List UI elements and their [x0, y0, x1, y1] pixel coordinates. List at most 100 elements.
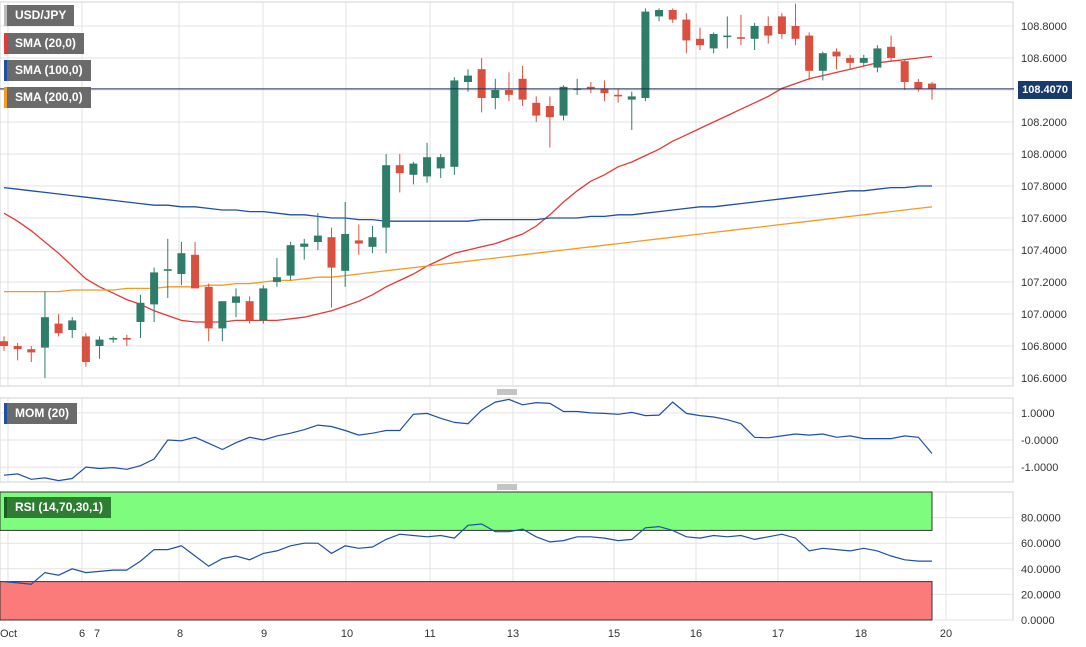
rsi-tick-label: 60.0000 [1021, 538, 1061, 550]
candle-body [764, 26, 773, 36]
candle-body [354, 240, 363, 244]
candle-body [218, 301, 227, 329]
candle-body [859, 58, 868, 63]
price-tick-label: 106.8000 [1021, 341, 1067, 353]
candle-body [559, 86, 568, 116]
mom-tick-label: -0.0000 [1021, 435, 1058, 447]
candle-body [109, 338, 118, 340]
candle-body [464, 75, 472, 82]
legend-sma20[interactable]: SMA (20,0) [4, 33, 84, 54]
legend-sma200[interactable]: SMA (200,0) [4, 87, 91, 108]
candle-body [313, 235, 322, 242]
candle-body [436, 157, 445, 169]
rsi-line [3, 523, 932, 585]
candle-body [818, 53, 827, 71]
price-tick-label: 108.8000 [1021, 21, 1067, 33]
candle-body [272, 277, 281, 282]
series-line-sma-100-0- [3, 185, 932, 222]
candle-body [245, 301, 254, 321]
current-price-tag: 108.4070 [1018, 81, 1072, 99]
candle-body [682, 19, 691, 41]
candle-body [928, 83, 936, 89]
candle-body [887, 46, 896, 58]
candle-body [300, 243, 309, 247]
legend-mom[interactable]: MOM (20) [4, 403, 77, 424]
candle-body [491, 90, 500, 98]
candle-body [832, 51, 841, 57]
legend-symbol[interactable]: USD/JPY [4, 5, 75, 26]
candle-body [259, 288, 268, 321]
candle-body [13, 346, 22, 350]
candle-body [532, 102, 541, 116]
price-tick-label: 106.6000 [1021, 373, 1067, 385]
candle-body [95, 339, 104, 346]
candle-body [286, 245, 295, 276]
mom-line [3, 398, 933, 482]
candle-body [341, 234, 350, 271]
candle-body [777, 16, 786, 34]
candle-body [150, 272, 159, 305]
legend-rsi[interactable]: RSI (14,70,30,1) [4, 497, 112, 518]
candle-body [81, 336, 90, 362]
series-line-sma-200-0- [4, 206, 933, 293]
candle-body [723, 35, 732, 38]
candle-body [805, 35, 814, 71]
x-tick-label: 8 [177, 628, 183, 640]
candle-body [914, 82, 923, 89]
candle-body [900, 61, 909, 82]
candle-body [0, 341, 8, 346]
price-tick-label: 107.6000 [1021, 213, 1067, 225]
x-tick-label: 17 [772, 628, 784, 640]
x-tick-label: 10 [341, 628, 353, 640]
candle-body [382, 165, 391, 228]
candle-body [423, 157, 432, 177]
candle-body [54, 323, 63, 334]
price-tick-label: 107.8000 [1021, 181, 1067, 193]
x-tick-label: Oct [0, 628, 17, 640]
candle-body [641, 11, 650, 99]
candle-body [68, 320, 77, 330]
price-tick-label: 108.2000 [1021, 117, 1067, 129]
candle-body [709, 34, 718, 49]
x-tick-label: 11 [424, 628, 435, 640]
candle-body [736, 37, 745, 39]
candle-body [27, 349, 36, 353]
candle-body [477, 69, 486, 98]
candle-body [177, 253, 186, 274]
x-tick-label: 16 [690, 628, 702, 640]
candle-body [504, 90, 513, 95]
candle-body [846, 58, 855, 63]
candle-body [327, 237, 336, 268]
rsi-tick-label: 80.0000 [1021, 513, 1061, 525]
price-tick-label: 108.0000 [1021, 149, 1067, 161]
candle-body [750, 26, 759, 39]
mom-tick-label: 1.0000 [1021, 408, 1055, 420]
rsi-tick-label: 40.0000 [1021, 564, 1061, 576]
pane-main [0, 1, 1014, 387]
candle-body [163, 269, 172, 271]
price-tick-label: 108.6000 [1021, 53, 1067, 65]
x-tick-label: 9 [261, 628, 267, 640]
candle-body [395, 165, 404, 174]
candle-body [668, 10, 677, 20]
candle-body [586, 86, 595, 89]
candle-body [614, 94, 623, 97]
candle-body [191, 254, 200, 289]
series-line-sma-20-0- [3, 55, 933, 323]
candle-body [232, 296, 240, 303]
candle-body [409, 163, 418, 175]
candle-body [627, 96, 636, 100]
x-tick-label: 18 [855, 628, 867, 640]
candle-body [368, 237, 377, 247]
candle-body [873, 48, 882, 68]
x-tick-label: 15 [608, 628, 620, 640]
rsi-tick-label: 0.0000 [1021, 615, 1055, 627]
rsi-oversold-band [0, 581, 933, 621]
price-tick-label: 107.2000 [1021, 277, 1067, 289]
legend-sma100[interactable]: SMA (100,0) [4, 60, 91, 81]
candle-body [600, 88, 609, 94]
candle-body [450, 80, 459, 167]
x-tick-label: 6 [79, 628, 85, 640]
candle-body [545, 106, 554, 118]
